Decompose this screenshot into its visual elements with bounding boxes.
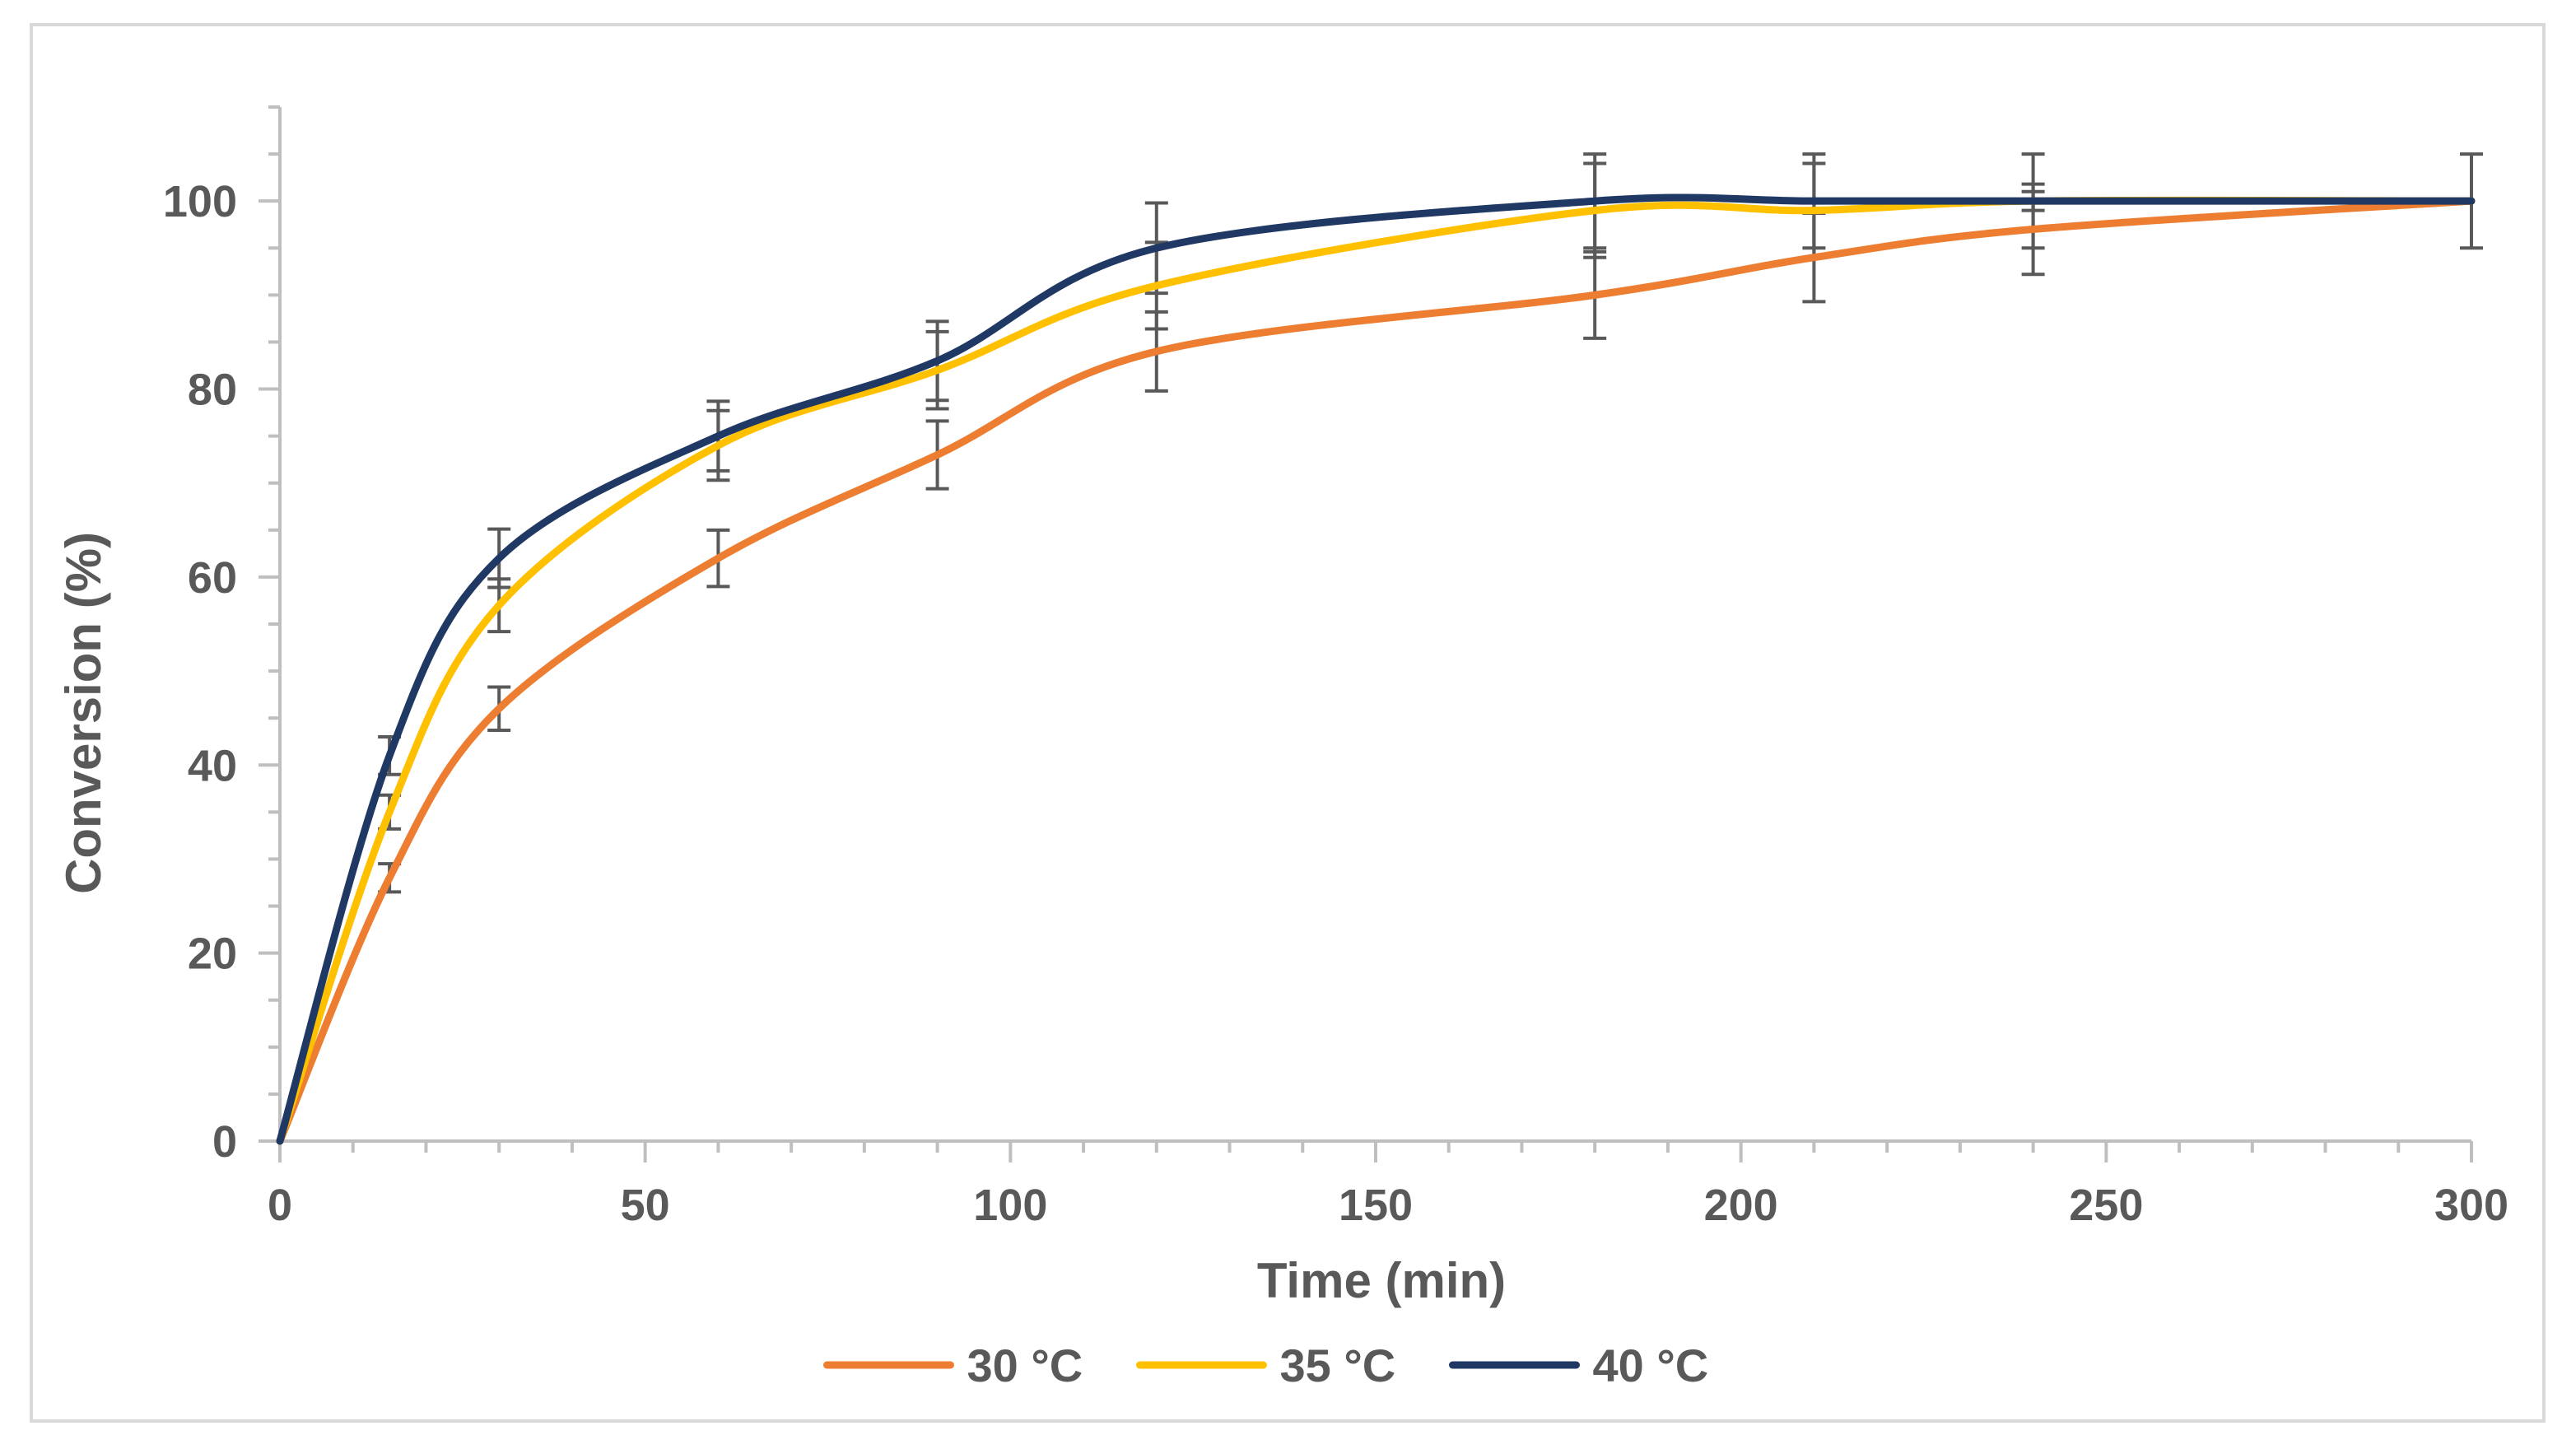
legend-item: 30 °C bbox=[823, 1340, 1083, 1391]
y-tick-label: 0 bbox=[212, 1117, 237, 1167]
x-axis-title: Time (min) bbox=[1257, 1253, 1506, 1308]
legend-item: 40 °C bbox=[1449, 1340, 1709, 1391]
series-lines bbox=[276, 193, 2476, 1145]
series-line-1 bbox=[276, 197, 2476, 1145]
x-tick-label: 200 bbox=[1704, 1181, 1778, 1230]
x-tick-label: 300 bbox=[2434, 1181, 2508, 1230]
x-tick-label: 100 bbox=[973, 1181, 1047, 1230]
series-line-3 bbox=[276, 193, 2476, 1145]
y-tick-label: 80 bbox=[188, 366, 237, 415]
y-tick-label: 40 bbox=[188, 741, 237, 790]
tick-labels: 0 50 100 150 200 250 300 0 20 40 60 80 100 bbox=[163, 177, 2508, 1230]
y-tick-label: 20 bbox=[188, 930, 237, 979]
legend: 30 °C 35 °C 40 °C bbox=[823, 1340, 1709, 1391]
legend-label: 30 °C bbox=[967, 1340, 1083, 1391]
legend-label: 35 °C bbox=[1280, 1340, 1396, 1391]
x-tick-label: 0 bbox=[268, 1181, 292, 1230]
x-tick-label: 50 bbox=[621, 1181, 670, 1230]
y-axis-title: Conversion (%) bbox=[56, 532, 111, 894]
axes bbox=[259, 105, 2473, 1162]
x-tick-label: 250 bbox=[2069, 1181, 2143, 1230]
x-tick-label: 150 bbox=[1339, 1181, 1413, 1230]
chart-frame bbox=[30, 23, 2546, 1423]
y-tick-label: 60 bbox=[188, 553, 237, 603]
legend-item: 35 °C bbox=[1136, 1340, 1396, 1391]
y-tick-label: 100 bbox=[163, 177, 237, 226]
legend-label: 40 °C bbox=[1593, 1340, 1709, 1391]
